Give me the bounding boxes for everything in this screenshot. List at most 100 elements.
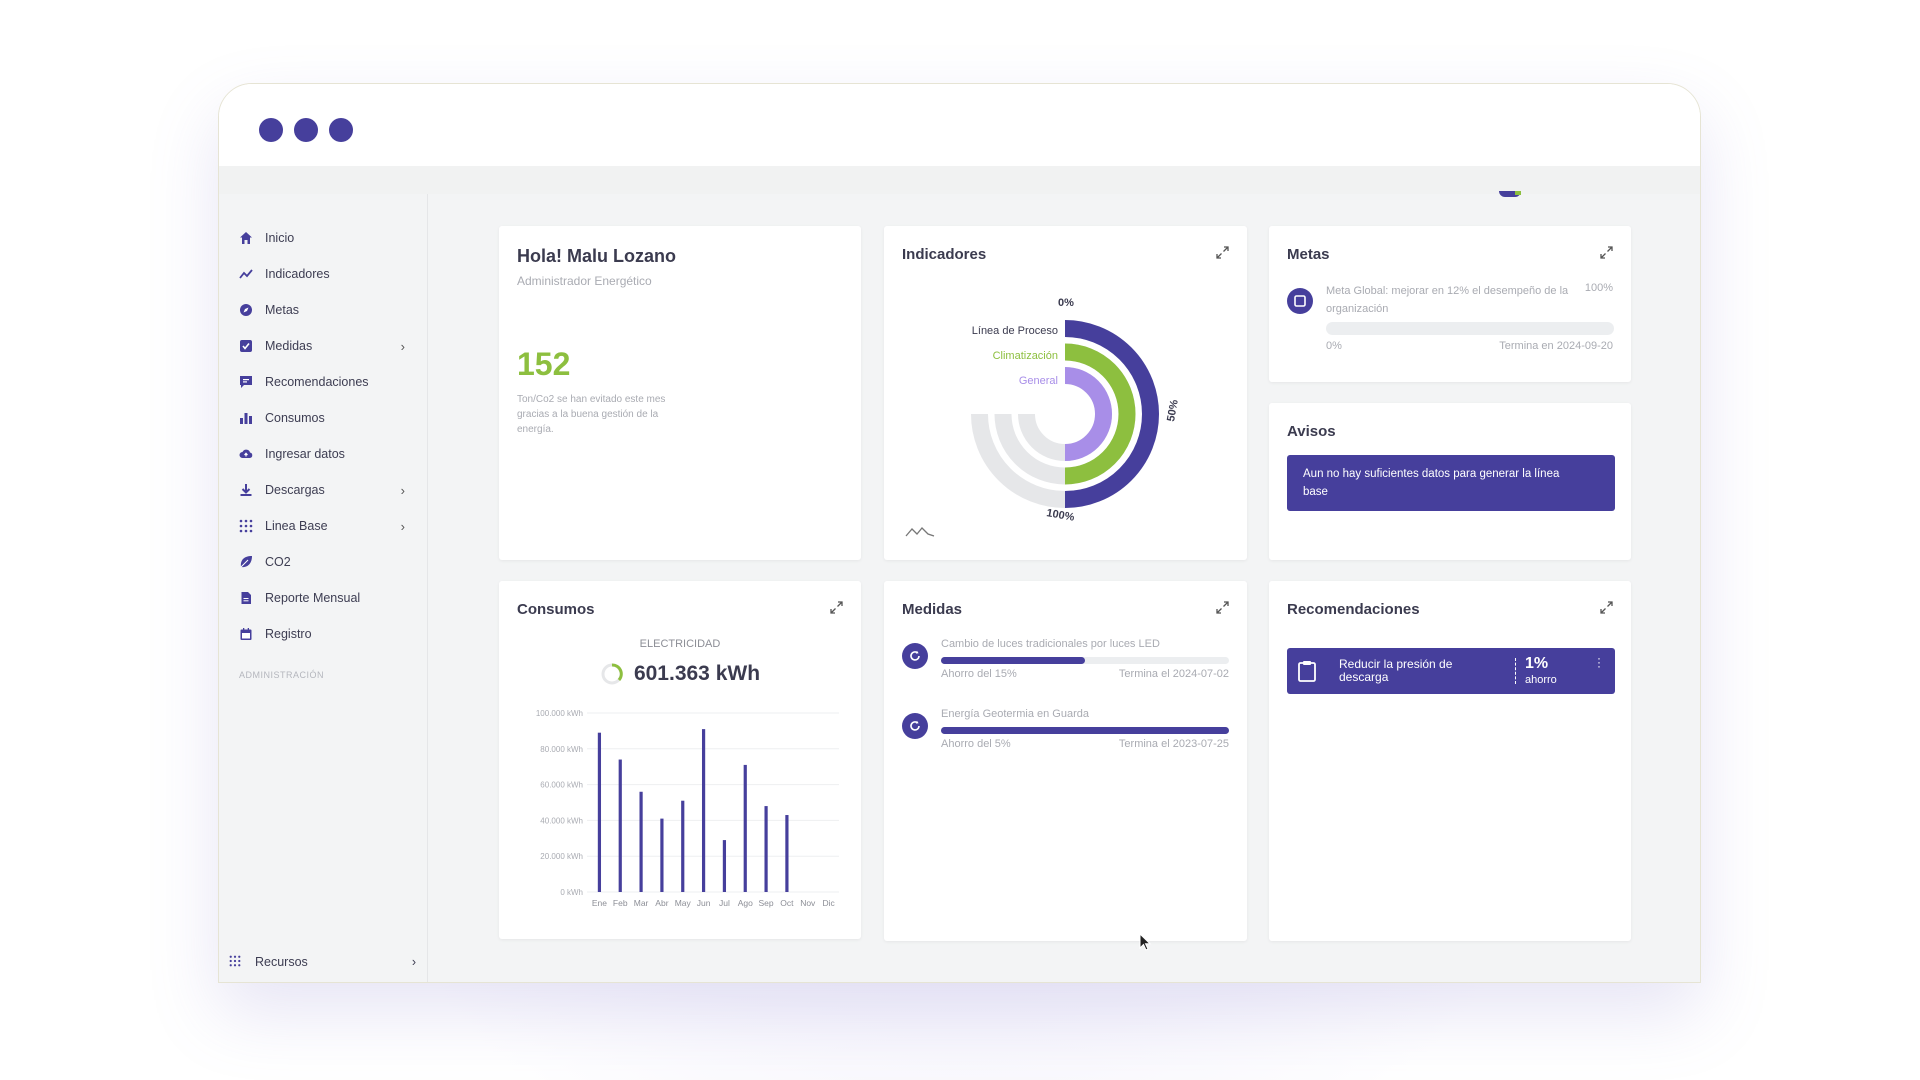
refresh-icon bbox=[902, 643, 928, 669]
co2-avoided-description: Ton/Co2 se han evitado este mes gracias … bbox=[517, 394, 666, 435]
more-options-icon[interactable]: · · · bbox=[1597, 651, 1601, 673]
bar bbox=[639, 791, 643, 892]
document-icon bbox=[239, 591, 253, 605]
scale-label-100: 100% bbox=[1045, 507, 1075, 524]
card-title: Medidas bbox=[902, 601, 963, 618]
label-general: General bbox=[1019, 375, 1058, 387]
card-title: Metas bbox=[1287, 246, 1330, 263]
window-dot-2[interactable] bbox=[294, 118, 318, 142]
leaf-icon bbox=[239, 555, 253, 569]
expand-icon[interactable] bbox=[1216, 246, 1229, 259]
measure-progress-bar bbox=[941, 727, 1229, 734]
chevron-right-icon: › bbox=[400, 518, 405, 534]
expand-icon[interactable] bbox=[830, 601, 843, 614]
expand-icon[interactable] bbox=[1600, 246, 1613, 259]
arc-linea-de-proceso bbox=[1064, 320, 1159, 508]
measure-end-date: Termina el 2024-07-02 bbox=[1118, 668, 1229, 680]
refresh-icon bbox=[902, 713, 928, 739]
sidebar-item-consumos[interactable]: Consumos bbox=[219, 400, 427, 436]
sidebar-item-label: Recursos bbox=[255, 955, 308, 969]
x-tick-label: Ago bbox=[738, 898, 753, 908]
grid-dots-icon bbox=[229, 955, 243, 969]
bar bbox=[785, 815, 789, 892]
recommendation-item[interactable]: Reducir la presión de descarga 1% ahorro… bbox=[1287, 648, 1615, 694]
x-tick-label: Jul bbox=[719, 898, 730, 908]
sidebar-item-co2[interactable]: CO2 bbox=[219, 544, 427, 580]
measure-name: Cambio de luces tradicionales por luces … bbox=[941, 638, 1160, 650]
bar-chart-icon bbox=[239, 411, 253, 425]
sidebar-item-recomendaciones[interactable]: Recomendaciones bbox=[219, 364, 427, 400]
recommendation-percent-label: ahorro bbox=[1525, 674, 1557, 686]
compass-icon bbox=[239, 303, 253, 317]
sidebar-item-label: CO2 bbox=[265, 555, 291, 569]
user-avatar[interactable] bbox=[1499, 191, 1521, 197]
sidebar-item-label: Inicio bbox=[265, 231, 295, 245]
card-title: Recomendaciones bbox=[1287, 601, 1420, 618]
bar bbox=[597, 732, 602, 892]
checkbox-icon bbox=[239, 339, 253, 353]
sidebar-item-medidas[interactable]: Medidas › bbox=[219, 328, 427, 364]
sidebar-item-inicio[interactable]: Inicio bbox=[219, 220, 427, 256]
chevron-right-icon: › bbox=[411, 955, 416, 969]
bar bbox=[681, 800, 685, 892]
sidebar-item-registro[interactable]: Registro bbox=[219, 616, 427, 652]
sidebar-item-recursos[interactable]: Recursos › bbox=[219, 940, 428, 982]
card-title: Consumos bbox=[517, 601, 595, 618]
mouse-cursor-icon bbox=[1139, 933, 1152, 951]
sidebar-item-label: Ingresar datos bbox=[265, 447, 345, 461]
indicadores-card: Indicadores 0% 50% 100% Línea de Proceso… bbox=[884, 226, 1247, 560]
greeting-title: Hola! Malu Lozano bbox=[517, 246, 676, 266]
goal-percent: 100% bbox=[1584, 282, 1613, 294]
x-tick-label: Ene bbox=[592, 898, 607, 908]
chat-icon bbox=[239, 375, 253, 389]
recommendation-percent: 1% bbox=[1525, 655, 1549, 672]
user-role: Administrador Energético bbox=[517, 274, 652, 288]
sidebar-item-label: Reporte Mensual bbox=[265, 591, 361, 605]
y-tick-label: 0 kWh bbox=[560, 888, 583, 897]
scale-label-0: 0% bbox=[1058, 297, 1074, 309]
measure-progress-bar bbox=[941, 657, 1229, 664]
sidebar-item-reporte-mensual[interactable]: Reporte Mensual bbox=[219, 580, 427, 616]
expand-icon[interactable] bbox=[1216, 601, 1229, 614]
measure-end-date: Termina el 2023-07-25 bbox=[1118, 738, 1229, 750]
sidebar-item-indicadores[interactable]: Indicadores bbox=[219, 256, 427, 292]
sidebar-item-label: Descargas bbox=[265, 483, 325, 497]
sidebar-item-metas[interactable]: Metas bbox=[219, 292, 427, 328]
recomendaciones-card: Recomendaciones Reducir la presión de de… bbox=[1269, 581, 1631, 941]
sidebar-item-label: Recomendaciones bbox=[265, 375, 369, 389]
consumos-card: Consumos ELECTRICIDAD 601.363 kWh 100.00… bbox=[499, 581, 861, 939]
sidebar-item-label: Medidas bbox=[265, 339, 313, 353]
scale-label-50: 50% bbox=[1165, 399, 1181, 423]
x-tick-label: Abr bbox=[655, 898, 668, 908]
no-baseline-alert: Aun no hay suficientes datos para genera… bbox=[1287, 455, 1615, 511]
arc-climatizacion bbox=[1064, 343, 1136, 485]
sidebar-item-linea-base[interactable]: Linea Base › bbox=[219, 508, 427, 544]
measure-progress-fill bbox=[941, 657, 1085, 664]
goal-icon bbox=[1287, 288, 1313, 314]
sidebar-item-label: Consumos bbox=[265, 411, 325, 425]
medidas-card: Medidas Cambio de luces tradicionales po… bbox=[884, 581, 1247, 941]
window-dot-3[interactable] bbox=[329, 118, 353, 142]
bar bbox=[660, 818, 664, 892]
bar bbox=[764, 806, 768, 892]
card-title: Indicadores bbox=[902, 246, 987, 263]
x-tick-label: Jun bbox=[697, 898, 711, 908]
arc-general bbox=[1064, 367, 1112, 461]
expand-icon[interactable] bbox=[1600, 601, 1613, 614]
bar bbox=[743, 764, 747, 892]
sidebar-item-label: Registro bbox=[265, 627, 312, 641]
trend-icon bbox=[239, 267, 253, 281]
sidebar-item-ingresar-datos[interactable]: Ingresar datos bbox=[219, 436, 427, 472]
recommendation-divider bbox=[1515, 658, 1516, 684]
app-window: Inicio Indicadores Metas Medidas › bbox=[218, 83, 1701, 983]
sidebar-nav: Inicio Indicadores Metas Medidas › bbox=[219, 194, 427, 680]
consumption-total: 601.363 kWh bbox=[499, 662, 861, 686]
chevron-right-icon: › bbox=[400, 338, 405, 354]
avisos-card: Avisos Aun no hay suficientes datos para… bbox=[1269, 403, 1631, 560]
sidebar-item-descargas[interactable]: Descargas › bbox=[219, 472, 427, 508]
window-dot-1[interactable] bbox=[259, 118, 283, 142]
x-tick-label: Feb bbox=[613, 898, 628, 908]
y-tick-label: 40.000 kWh bbox=[540, 816, 583, 825]
calendar-icon bbox=[239, 627, 253, 641]
measure-progress-fill bbox=[941, 727, 1229, 734]
